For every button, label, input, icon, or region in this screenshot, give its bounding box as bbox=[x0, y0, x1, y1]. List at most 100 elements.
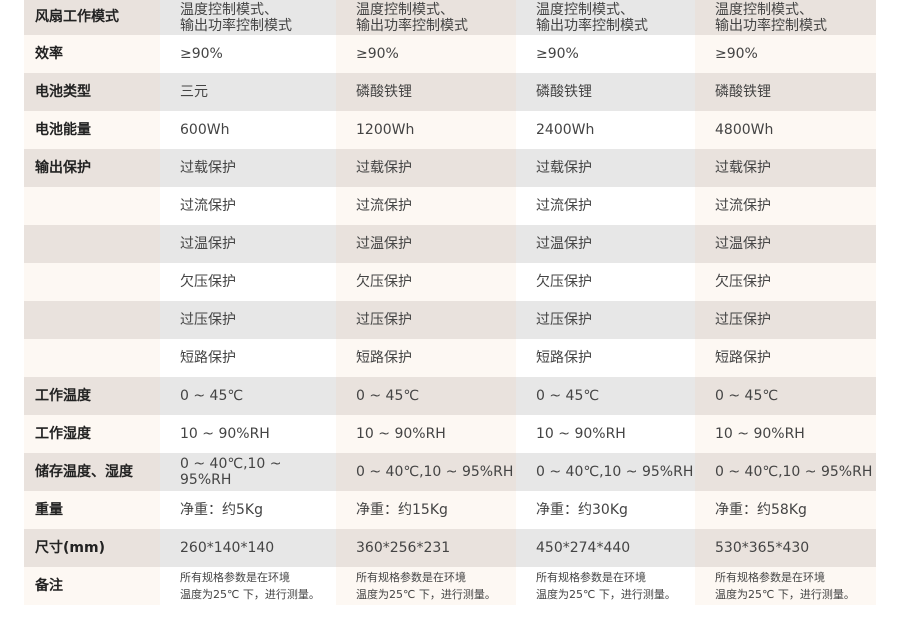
cell-text: 过温保护 bbox=[356, 236, 412, 252]
cell-text: 10 ~ 90%RH bbox=[536, 426, 626, 442]
cell-text: 过流保护 bbox=[536, 198, 592, 214]
table-cell: 过流保护 bbox=[516, 187, 695, 225]
table-cell: 0 ~ 40℃,10 ~ 95%RH bbox=[695, 453, 876, 491]
table-cell: ≥90% bbox=[695, 35, 876, 73]
table-cell: 所有规格参数是在环境 温度为25℃ 下，进行测量。 bbox=[336, 567, 516, 605]
table-cell: 短路保护 bbox=[336, 339, 516, 377]
cell-text: 600Wh bbox=[180, 122, 230, 138]
table-cell: 磷酸铁锂 bbox=[336, 73, 516, 111]
row-label bbox=[24, 263, 160, 301]
cell-text: 欠压保护 bbox=[715, 274, 771, 290]
cell-text: 欠压保护 bbox=[536, 274, 592, 290]
table-cell: 过流保护 bbox=[160, 187, 336, 225]
table-cell: ≥90% bbox=[336, 35, 516, 73]
cell-text: 0 ~ 45℃ bbox=[356, 388, 420, 404]
table-cell: 温度控制模式、 输出功率控制模式 bbox=[160, 0, 336, 35]
cell-text: 净重：约30Kg bbox=[536, 502, 628, 518]
table-cell: 10 ~ 90%RH bbox=[336, 415, 516, 453]
table-cell: 过温保护 bbox=[160, 225, 336, 263]
table-row: 过压保护 过压保护 过压保护 过压保护 bbox=[24, 301, 876, 339]
table-cell: 0 ~ 40℃,10 ~ 95%RH bbox=[516, 453, 695, 491]
table-row: 效率 ≥90% ≥90% ≥90% ≥90% bbox=[24, 35, 876, 73]
cell-text: 0 ~ 40℃,10 ~ 95%RH bbox=[536, 464, 694, 480]
cell-text: 温度为25℃ 下，进行测量。 bbox=[536, 588, 676, 601]
table-cell: 过压保护 bbox=[695, 301, 876, 339]
table-row: 工作温度 0 ~ 45℃ 0 ~ 45℃ 0 ~ 45℃ 0 ~ 45℃ bbox=[24, 377, 876, 415]
row-label: 储存温度、湿度 bbox=[24, 453, 160, 491]
cell-text: 净重：约5Kg bbox=[180, 502, 263, 518]
table-row: 备注 所有规格参数是在环境 温度为25℃ 下，进行测量。 所有规格参数是在环境 温度为2… bbox=[24, 567, 876, 605]
table-row: 过温保护 过温保护 过温保护 过温保护 bbox=[24, 225, 876, 263]
table-cell: 过流保护 bbox=[695, 187, 876, 225]
table-cell: 欠压保护 bbox=[516, 263, 695, 301]
table-cell: ≥90% bbox=[160, 35, 336, 73]
cell-text: 0 ~ 45℃ bbox=[536, 388, 600, 404]
cell-text: 过流保护 bbox=[356, 198, 412, 214]
cell-text: 2400Wh bbox=[536, 122, 595, 138]
cell-text: 0 ~ 40℃,10 ~ 95%RH bbox=[715, 464, 873, 480]
row-label: 效率 bbox=[24, 35, 160, 73]
cell-text: 短路保护 bbox=[356, 350, 412, 366]
table-cell: 过载保护 bbox=[336, 149, 516, 187]
cell-text: 温度为25℃ 下，进行测量。 bbox=[715, 588, 855, 601]
cell-text: 1200Wh bbox=[356, 122, 415, 138]
cell-text: 360*256*231 bbox=[356, 540, 451, 556]
row-label: 电池类型 bbox=[24, 73, 160, 111]
row-label: 工作温度 bbox=[24, 377, 160, 415]
table-cell: 0 ~ 45℃ bbox=[516, 377, 695, 415]
cell-text: 欠压保护 bbox=[356, 274, 412, 290]
table-cell: 短路保护 bbox=[160, 339, 336, 377]
cell-text: 磷酸铁锂 bbox=[536, 84, 592, 100]
cell-text: 过流保护 bbox=[180, 198, 236, 214]
table-cell: 温度控制模式、 输出功率控制模式 bbox=[336, 0, 516, 35]
cell-text: 短路保护 bbox=[180, 350, 236, 366]
table-cell: 所有规格参数是在环境 温度为25℃ 下，进行测量。 bbox=[695, 567, 876, 605]
table-cell: 10 ~ 90%RH bbox=[516, 415, 695, 453]
table-row: 输出保护 过载保护 过载保护 过载保护 过载保护 bbox=[24, 149, 876, 187]
table-cell: 短路保护 bbox=[695, 339, 876, 377]
table-cell: 600Wh bbox=[160, 111, 336, 149]
cell-text: ≥90% bbox=[536, 46, 579, 62]
table-cell: 温度控制模式、 输出功率控制模式 bbox=[516, 0, 695, 35]
table-cell: 1200Wh bbox=[336, 111, 516, 149]
cell-text: ≥90% bbox=[180, 46, 223, 62]
cell-text: 温度控制模式、 bbox=[715, 2, 813, 18]
table-cell: 过载保护 bbox=[160, 149, 336, 187]
cell-text: 260*140*140 bbox=[180, 540, 275, 556]
cell-text: 0 ~ 40℃,10 ~ 95%RH bbox=[180, 456, 282, 488]
cell-text: 所有规格参数是在环境 bbox=[536, 571, 646, 584]
row-label bbox=[24, 225, 160, 263]
table-row: 电池能量 600Wh 1200Wh 2400Wh 4800Wh bbox=[24, 111, 876, 149]
cell-text: ≥90% bbox=[715, 46, 758, 62]
cell-text: 0 ~ 45℃ bbox=[180, 388, 244, 404]
cell-text: 温度为25℃ 下，进行测量。 bbox=[180, 588, 320, 601]
cell-text: 温度为25℃ 下，进行测量。 bbox=[356, 588, 496, 601]
row-label bbox=[24, 187, 160, 225]
cell-text: 过压保护 bbox=[715, 312, 771, 328]
table-row: 重量 净重：约5Kg 净重：约15Kg 净重：约30Kg 净重：约58Kg bbox=[24, 491, 876, 529]
cell-text: 短路保护 bbox=[715, 350, 771, 366]
table-cell: 所有规格参数是在环境 温度为25℃ 下，进行测量。 bbox=[160, 567, 336, 605]
row-label: 工作湿度 bbox=[24, 415, 160, 453]
table-row: 欠压保护 欠压保护 欠压保护 欠压保护 bbox=[24, 263, 876, 301]
row-label: 风扇工作模式 bbox=[24, 0, 160, 35]
cell-text: 净重：约15Kg bbox=[356, 502, 448, 518]
table-cell: 过温保护 bbox=[336, 225, 516, 263]
cell-text: 过温保护 bbox=[180, 236, 236, 252]
cell-text: 过温保护 bbox=[715, 236, 771, 252]
table-cell: 过温保护 bbox=[695, 225, 876, 263]
cell-text: 输出功率控制模式 bbox=[356, 18, 468, 34]
cell-text: 过温保护 bbox=[536, 236, 592, 252]
table-cell: 过压保护 bbox=[336, 301, 516, 339]
row-label: 输出保护 bbox=[24, 149, 160, 187]
table-cell: 所有规格参数是在环境温度为25℃ 下，进行测量。 bbox=[516, 567, 695, 605]
cell-text: 过载保护 bbox=[715, 160, 771, 176]
cell-text: 输出功率控制模式 bbox=[715, 18, 827, 34]
table-cell: 欠压保护 bbox=[695, 263, 876, 301]
row-label: 备注 bbox=[24, 567, 160, 605]
cell-text: 过压保护 bbox=[180, 312, 236, 328]
table-cell: 欠压保护 bbox=[336, 263, 516, 301]
cell-text: 过载保护 bbox=[180, 160, 236, 176]
cell-text: 净重：约58Kg bbox=[715, 502, 807, 518]
table-cell: 2400Wh bbox=[516, 111, 695, 149]
